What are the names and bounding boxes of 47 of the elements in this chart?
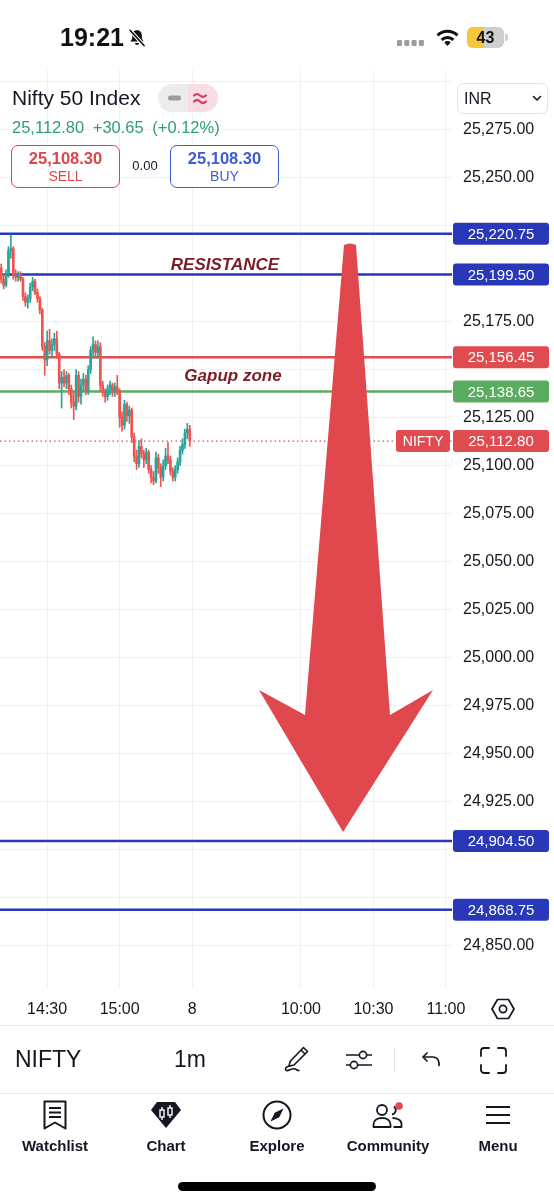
text: 19:21 xyxy=(60,22,124,52)
y-tick-label: 24,950.00 xyxy=(463,744,535,762)
ref-line-label: 25,112.80 xyxy=(468,432,534,450)
text: Watchlist xyxy=(20,1136,90,1155)
text: 25,112.80 +30.65 (+0.12%) xyxy=(12,117,220,137)
text: Menu xyxy=(477,1136,519,1155)
annotation: 25,108.30 xyxy=(28,148,103,168)
y-tick-label: 24,975.00 xyxy=(463,696,535,714)
annotation: 0.00 xyxy=(131,157,159,174)
ref-line-label: 25,138.65 xyxy=(467,382,535,400)
annotation: BUY xyxy=(210,167,239,185)
y-tick-label: 25,125.00 xyxy=(463,408,535,426)
annotation: Gapup zone xyxy=(183,366,283,386)
y-tick-label: 25,050.00 xyxy=(463,552,535,570)
annotation: 25,108.30 xyxy=(187,148,262,168)
y-tick-label: 25,075.00 xyxy=(463,504,535,522)
x-tick-label: 8 xyxy=(187,1000,197,1018)
y-tick-label: 25,100.00 xyxy=(463,456,535,474)
y-tick-label: 25,000.00 xyxy=(463,648,535,666)
ref-line-label: 25,199.50 xyxy=(467,265,535,283)
dropdown: INR xyxy=(457,83,548,114)
x-tick-label: 10:30 xyxy=(353,1000,394,1018)
buy-button: 25,108.30 BUY xyxy=(170,145,279,188)
y-tick-label: 25,175.00 xyxy=(463,311,535,329)
text: NIFTY xyxy=(15,1045,82,1073)
y-tick-label: 24,925.00 xyxy=(463,792,535,810)
ref-line-label: 24,868.75 xyxy=(467,900,535,918)
y-tick-label: 25,025.00 xyxy=(463,600,535,618)
x-tick-label: 10:00 xyxy=(280,1000,322,1018)
text: Explore xyxy=(248,1136,306,1155)
text: Community xyxy=(345,1136,431,1155)
y-tick-label: 24,850.00 xyxy=(463,936,535,954)
y-tick-label: 25,250.00 xyxy=(463,167,535,185)
y-tick-label: 25,275.00 xyxy=(463,119,535,137)
ref-line-label: 25,220.75 xyxy=(467,224,535,242)
annotation: SELL xyxy=(48,167,83,185)
text: 1m xyxy=(173,1045,207,1073)
annotation: RESISTANCE xyxy=(169,255,281,275)
ref-line-label: 25,156.45 xyxy=(467,348,535,366)
x-tick-label: 14:30 xyxy=(27,1000,68,1018)
x-tick-label: 11:00 xyxy=(426,1000,466,1018)
annotation: NIFTY xyxy=(402,432,444,449)
x-tick-label: 15:00 xyxy=(99,1000,140,1018)
text: Chart xyxy=(145,1136,187,1155)
ref-line-label: 24,904.50 xyxy=(467,832,535,850)
text: Nifty 50 Index xyxy=(12,85,141,111)
sell-button: 25,108.30 SELL xyxy=(11,145,120,188)
